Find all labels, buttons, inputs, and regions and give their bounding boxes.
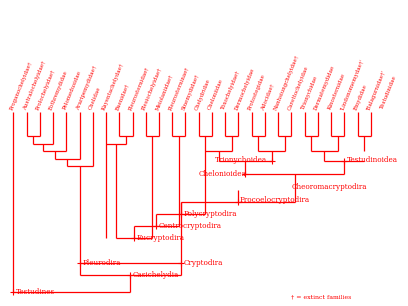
Text: Procoelocryptodira: Procoelocryptodira: [240, 196, 310, 204]
Text: Proganochelyidae†: Proganochelyidae†: [9, 60, 33, 111]
Text: Baenidae†: Baenidae†: [115, 82, 130, 111]
Text: Sinemydidae†: Sinemydidae†: [181, 73, 200, 111]
Text: Testudinoidea: Testudinoidea: [347, 156, 398, 165]
Text: Polycryptodira: Polycryptodira: [184, 210, 237, 218]
Text: Chelidae: Chelidae: [88, 86, 102, 111]
Text: Pleurosterninae†: Pleurosterninae†: [168, 65, 190, 111]
Text: Cryptodira: Cryptodira: [184, 259, 223, 267]
Text: Pleurodira: Pleurodira: [82, 259, 121, 267]
Text: 'Lindonomemydae†': 'Lindonomemydae†': [340, 58, 365, 111]
Text: Carettochelyidae: Carettochelyidae: [287, 65, 309, 111]
Text: Adocidae†: Adocidae†: [260, 83, 275, 111]
Text: Nanhsiungchelyidae†: Nanhsiungchelyidae†: [273, 54, 300, 111]
Text: Pelomedusidae: Pelomedusidae: [62, 70, 82, 111]
Text: Pleurosternidae†: Pleurosternidae†: [128, 65, 150, 111]
Text: Kinosternidae: Kinosternidae: [326, 73, 346, 111]
Text: Trionychidae: Trionychidae: [300, 75, 318, 111]
Text: Testudinidae: Testudinidae: [379, 76, 397, 111]
Text: Chelonioidea: Chelonioidea: [199, 170, 246, 177]
Text: Trionychoidea: Trionychoidea: [215, 156, 267, 165]
Text: Bothremydidae: Bothremydidae: [49, 69, 69, 111]
Text: Casichelydia: Casichelydia: [133, 271, 179, 279]
Text: Kayentachelydae†: Kayentachelydae†: [102, 62, 125, 111]
Text: Meiolaniidae†: Meiolaniidae†: [154, 73, 173, 111]
Text: Prolochelyidae†: Prolochelyidae†: [35, 69, 56, 111]
Text: Australochelyidae†: Australochelyidae†: [22, 60, 47, 111]
Text: Protostegidae: Protostegidae: [247, 73, 266, 111]
Text: Dermochelyidae: Dermochelyidae: [234, 67, 255, 111]
Text: Plesiochelyidae†: Plesiochelyidae†: [141, 66, 163, 111]
Text: Cheloniidae: Cheloniidae: [207, 78, 224, 111]
Text: Emydidae: Emydidae: [353, 83, 368, 111]
Text: Dermatemydidae: Dermatemydidae: [313, 64, 336, 111]
Text: Centrocryptodira: Centrocryptodira: [159, 222, 222, 230]
Text: † = extinct families: † = extinct families: [291, 295, 352, 300]
Text: Cheoromacryptodira: Cheoromacryptodira: [291, 183, 367, 191]
Text: Eucryptodira: Eucryptodira: [137, 234, 184, 242]
Text: 'Balagurnidae†': 'Balagurnidae†': [366, 69, 387, 111]
Text: Toxochelyidae†: Toxochelyidae†: [221, 70, 241, 111]
Text: Chelydridae: Chelydridae: [194, 78, 211, 111]
Text: Testudines: Testudines: [16, 288, 55, 296]
Text: Araripemydidae†: Araripemydidae†: [75, 65, 98, 111]
